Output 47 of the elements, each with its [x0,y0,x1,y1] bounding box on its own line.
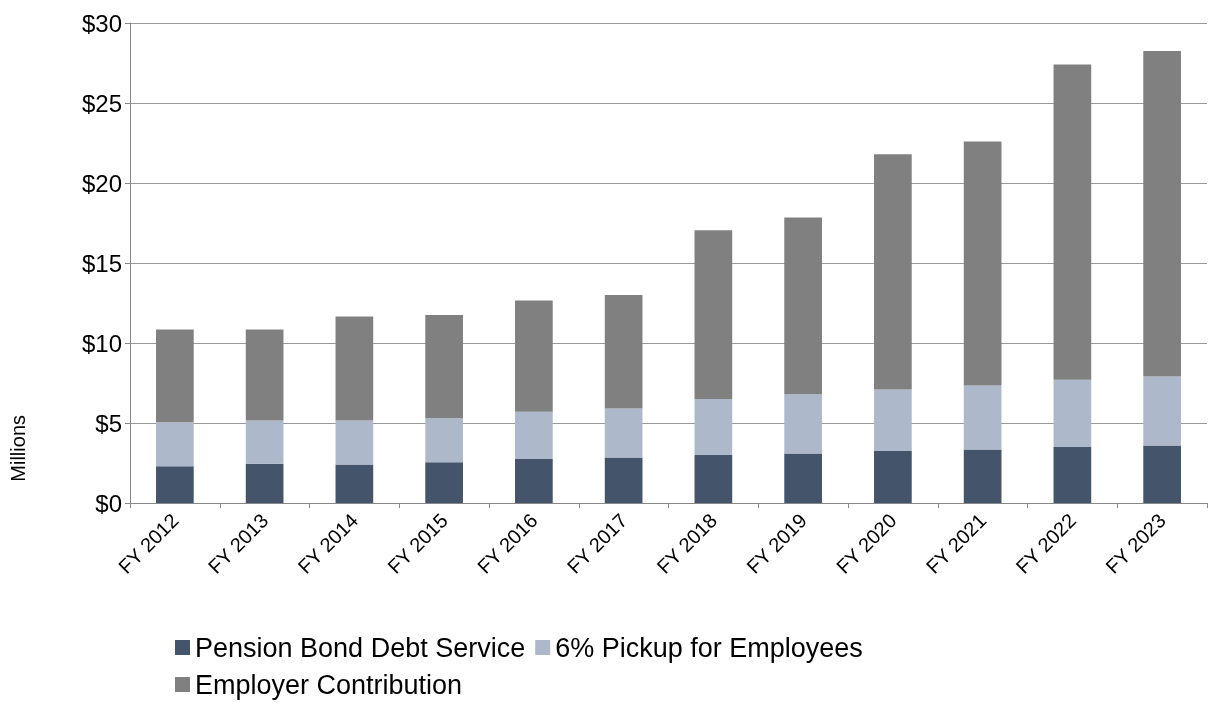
bar [963,385,1002,450]
y-tick-label: $0 [95,489,122,517]
bar [245,463,284,503]
y-tick-label: $25 [81,89,122,117]
bar [874,154,912,390]
bar [784,453,822,503]
y-tick-label: $20 [81,169,122,197]
bar [604,457,643,503]
bar [425,418,463,463]
bar [425,462,463,503]
y-tick-label: $30 [81,9,122,37]
bar [604,295,643,409]
y-tick-label: $15 [81,249,122,277]
legend-label: 6% Pickup for Employees [555,632,863,663]
bar [1143,445,1181,503]
bar [1143,51,1181,377]
bar [694,230,733,399]
bar [156,466,194,503]
bar [156,422,194,467]
y-axis-title: Millions [7,414,29,482]
bar [245,420,284,464]
bar [874,451,912,503]
bar [515,300,553,412]
bar [515,459,553,503]
bar [784,394,822,454]
y-tick-label: $5 [95,409,122,437]
bar [694,399,733,455]
bar [604,408,643,458]
bar [156,329,194,423]
y-tick-label: $10 [81,329,122,357]
bar [963,449,1002,503]
bar [335,464,374,503]
bar [1053,447,1092,503]
bar [963,141,1002,386]
bar [245,329,284,421]
legend-label: Pension Bond Debt Service [195,632,526,663]
bar [425,315,463,419]
bar [694,455,733,503]
bar [1143,376,1181,446]
bar [874,389,912,451]
bar [515,411,553,459]
bar [335,420,374,465]
bar [1053,64,1092,380]
bar [335,316,374,421]
bar [784,217,822,395]
bar [1053,379,1092,447]
legend-label: Employer Contribution [195,669,463,700]
